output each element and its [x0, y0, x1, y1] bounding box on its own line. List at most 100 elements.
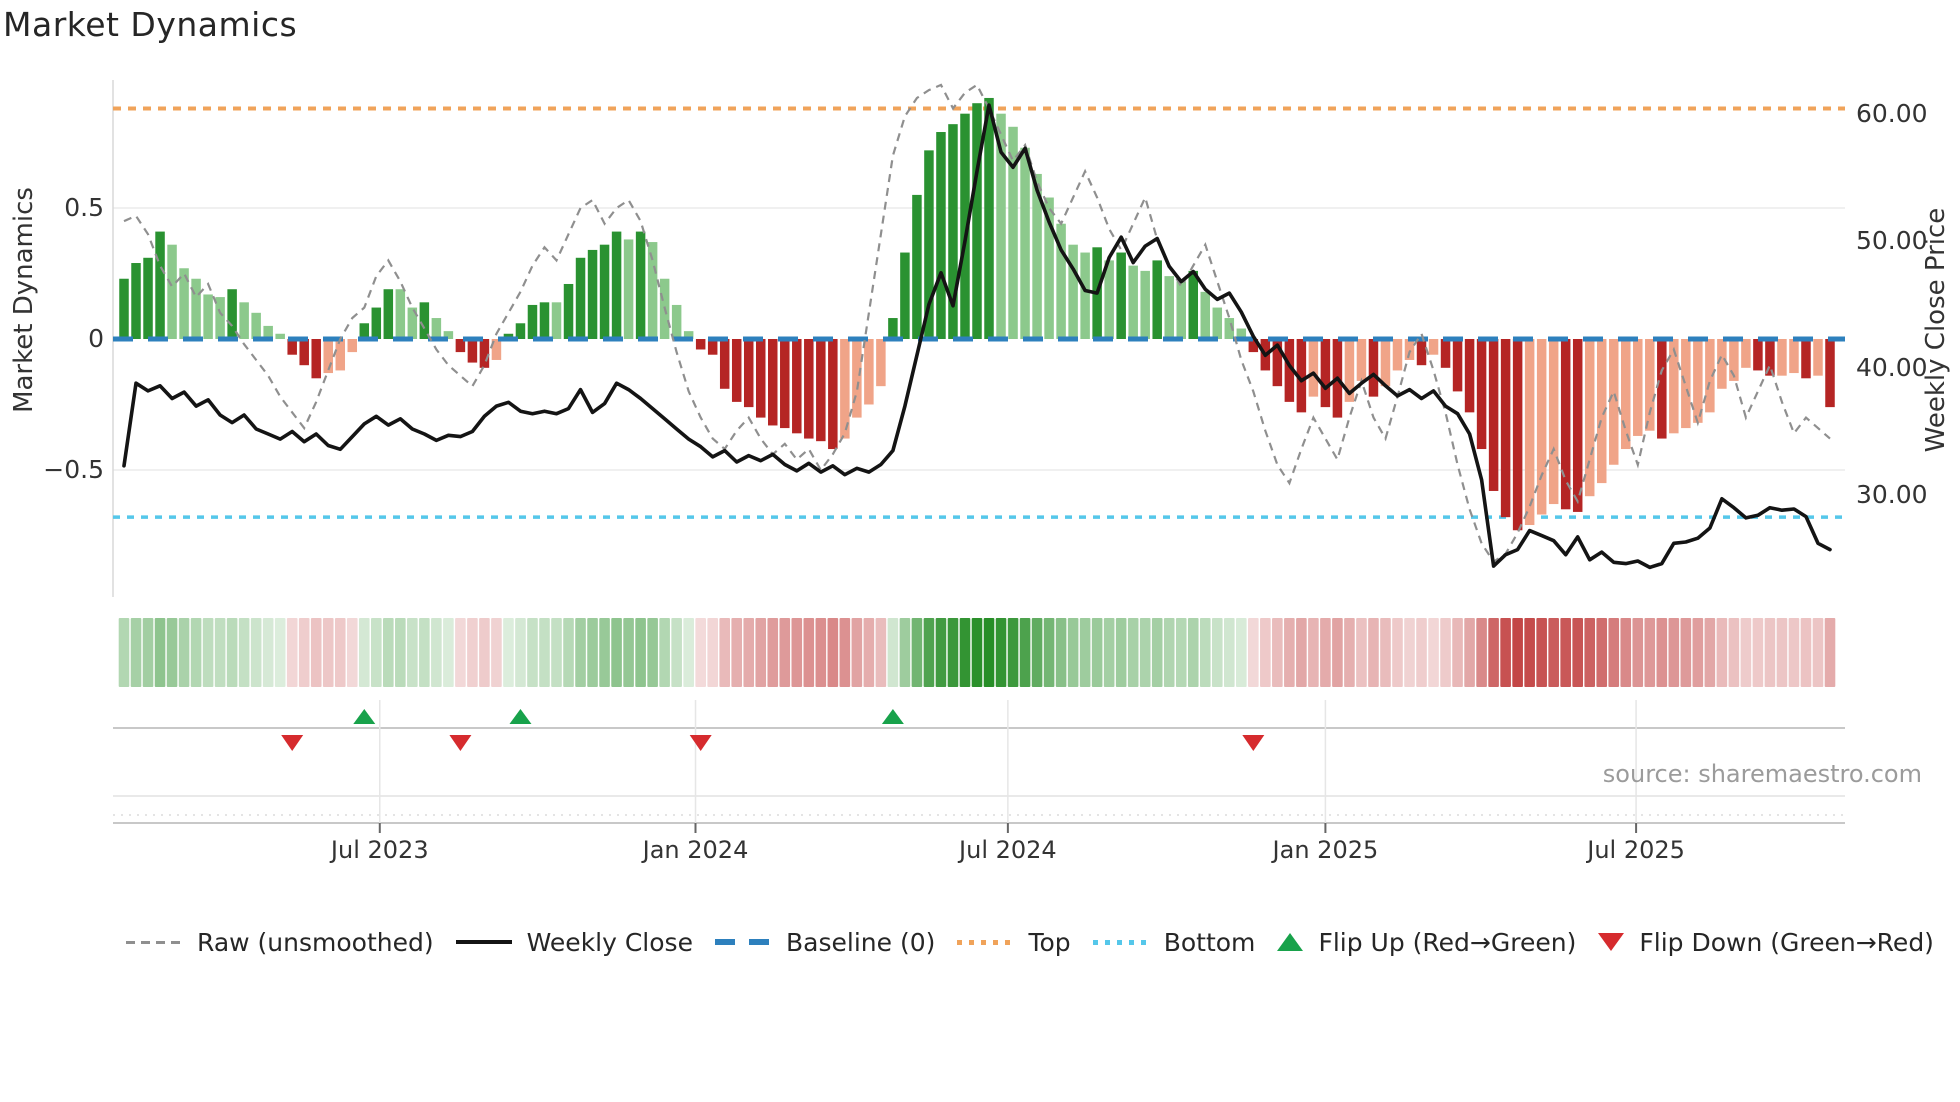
momentum-bar [1308, 339, 1319, 397]
heatmap-cell [1464, 618, 1475, 687]
y-tick-left-0: 0.5 [64, 193, 104, 222]
momentum-bar [227, 289, 237, 339]
heatmap-cell [671, 618, 682, 687]
heatmap-cell [1788, 618, 1800, 687]
legend-label-bottom: Bottom [1163, 927, 1256, 957]
heatmap-cell [695, 618, 706, 687]
heatmap-cell [214, 618, 226, 687]
momentum-bar [1080, 252, 1090, 339]
heatmap-cell [1103, 618, 1115, 687]
heatmap-cell [551, 618, 562, 687]
heatmap-cell [1284, 618, 1295, 687]
heatmap-cell [1620, 618, 1632, 687]
momentum-bar [323, 339, 333, 374]
heatmap-cell [659, 618, 670, 687]
heatmap-cell [719, 618, 731, 687]
momentum-bar [1657, 339, 1667, 439]
momentum-bar [1212, 307, 1223, 339]
momentum-bar [1825, 339, 1835, 408]
heatmap-cell [1007, 618, 1019, 687]
heatmap-cell [875, 618, 887, 687]
momentum-bar [623, 239, 634, 339]
momentum-bar [1320, 339, 1331, 408]
momentum-bar [936, 132, 946, 339]
heatmap-cell [1728, 618, 1740, 687]
heatmap-cell [707, 618, 718, 687]
heatmap-cell [1272, 618, 1283, 687]
momentum-bar [1572, 339, 1583, 512]
legend-item-top: Top [957, 928, 1071, 957]
heatmap-cell [1175, 618, 1187, 687]
heatmap-cell [1740, 618, 1752, 687]
momentum-bar [167, 244, 177, 339]
heatmap-cell [1139, 618, 1151, 687]
heatmap-cell [395, 618, 406, 687]
momentum-bar [299, 339, 309, 366]
heatmap-cell [1248, 618, 1259, 687]
heatmap-cell [1356, 618, 1367, 687]
heatmap-cell [1091, 618, 1103, 687]
heatmap-cell [431, 618, 442, 687]
heatmap-cell [563, 618, 574, 687]
heatmap-cell [310, 618, 322, 687]
momentum-bar [707, 339, 718, 355]
momentum-bar [1032, 173, 1042, 339]
heatmap-cell [1752, 618, 1764, 687]
flip-down-triangle-icon [1598, 933, 1625, 951]
heatmap-cell [142, 618, 154, 687]
heatmap-cell [250, 618, 262, 687]
heatmap-cell [286, 618, 298, 687]
heatmap-cell [1800, 618, 1812, 687]
momentum-bar [1020, 147, 1030, 339]
heatmap-cell [923, 618, 935, 687]
momentum-bar [467, 339, 478, 363]
momentum-bar [792, 339, 802, 434]
x-tick-jan-2024: Jan 2024 [642, 836, 749, 864]
momentum-bar [1104, 260, 1114, 339]
momentum-bar [551, 302, 562, 339]
momentum-bar [1813, 339, 1823, 376]
heatmap-cell [154, 618, 166, 687]
heatmap-cell [791, 618, 803, 687]
momentum-bar [1164, 276, 1174, 339]
momentum-bar [275, 333, 285, 339]
heatmap-cell [1392, 618, 1403, 687]
heatmap-cell [647, 618, 658, 687]
heatmap-cell [1260, 618, 1271, 687]
heatmap-cell [611, 618, 622, 687]
y-tick-left-1: 0 [88, 324, 104, 353]
momentum-bar [864, 339, 874, 405]
heatmap-cell [1199, 618, 1211, 687]
momentum-bar [1428, 339, 1439, 355]
heatmap-cell [635, 618, 646, 687]
momentum-bar [1584, 339, 1595, 497]
heatmap-cell [983, 618, 995, 687]
heatmap-cell [1560, 618, 1571, 687]
momentum-bar [1717, 339, 1727, 389]
heatmap-cell [1764, 618, 1776, 687]
heatmap-cell [238, 618, 250, 687]
heatmap-cell [1079, 618, 1091, 687]
heatmap-cell [959, 618, 971, 687]
momentum-bar [1404, 339, 1415, 360]
momentum-bar [455, 339, 466, 353]
bottom-line-swatch-icon [1092, 939, 1149, 945]
momentum-bar [191, 278, 201, 339]
momentum-bar [768, 339, 778, 426]
x-tick-jul-2023: Jul 2023 [330, 836, 429, 864]
legend-item-bottom: Bottom [1092, 927, 1256, 957]
legend-label-baseline: Baseline (0) [786, 927, 936, 957]
momentum-bar [1380, 339, 1391, 387]
momentum-bar [804, 339, 814, 439]
momentum-bar [948, 124, 958, 339]
heatmap-cell [1115, 618, 1127, 687]
momentum-bar [1536, 339, 1547, 515]
legend-label-flip-up: Flip Up (Red→Green) [1318, 927, 1577, 957]
heatmap-cell [1308, 618, 1319, 687]
heatmap-cell [1692, 618, 1704, 687]
heatmap-cell [743, 618, 755, 687]
heatmap-cell [599, 618, 610, 687]
heatmap-cell [443, 618, 454, 687]
momentum-bar [143, 257, 153, 339]
